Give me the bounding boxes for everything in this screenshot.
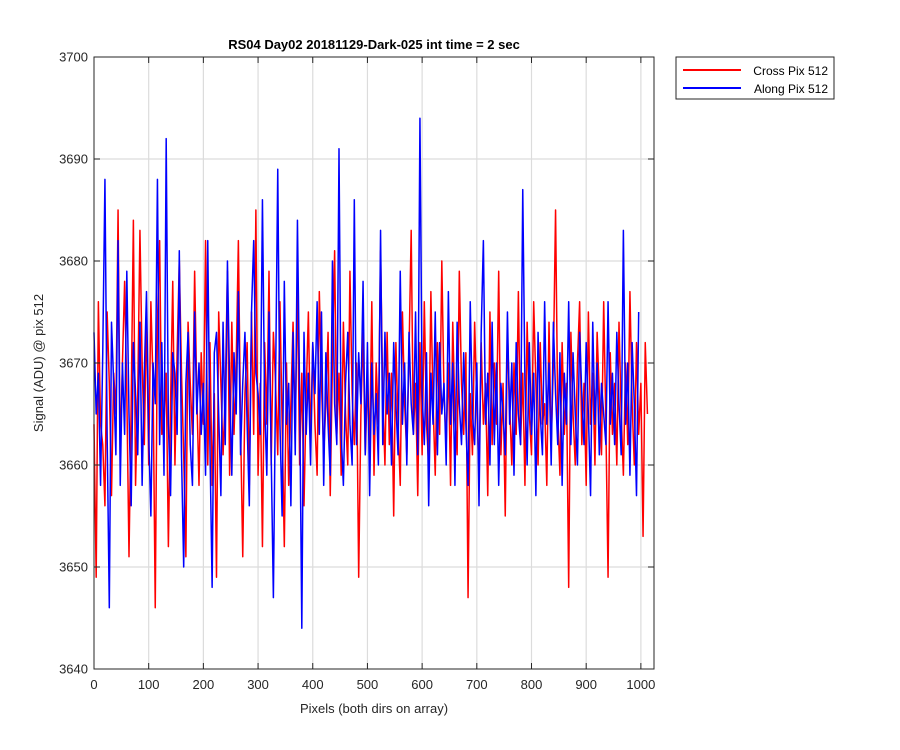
axis-ticks: 0 100 200 300 400 500 600 700 800 900 1000 3640 3650… [59,50,655,693]
x-tick-label: 0 [90,677,97,692]
legend-label-cross: Cross Pix 512 [753,64,828,78]
x-tick-label: 100 [138,677,160,692]
legend-box [675,56,835,100]
x-tick-label: 400 [302,677,324,692]
legend-label-along: Along Pix 512 [754,82,828,96]
x-tick-label: 1000 [626,677,655,692]
y-tick-label: 3640 [59,662,88,677]
y-tick-label: 3670 [59,356,88,371]
y-tick-label: 3700 [59,50,88,65]
x-tick-label: 700 [466,677,488,692]
chart-title: RS04 Day02 20181129-Dark-025 int time = … [228,37,520,52]
y-tick-label: 3680 [59,254,88,269]
x-tick-label: 600 [411,677,433,692]
series-line-along [93,117,640,629]
y-tick-label: 3660 [59,458,88,473]
y-axis-label: Signal (ADU) @ pix 512 [31,294,46,432]
x-tick-label: 300 [247,677,269,692]
legend: Cross Pix 512 Along Pix 512 [675,56,835,100]
x-tick-label: 200 [193,677,215,692]
y-tick-label: 3690 [59,152,88,167]
y-tick-label: 3650 [59,560,88,575]
series-line-cross [93,209,649,609]
x-tick-label: 900 [575,677,597,692]
series-lines [93,117,649,629]
x-tick-label: 800 [521,677,543,692]
x-tick-label: 500 [357,677,379,692]
x-axis-label: Pixels (both dirs on array) [300,701,448,716]
